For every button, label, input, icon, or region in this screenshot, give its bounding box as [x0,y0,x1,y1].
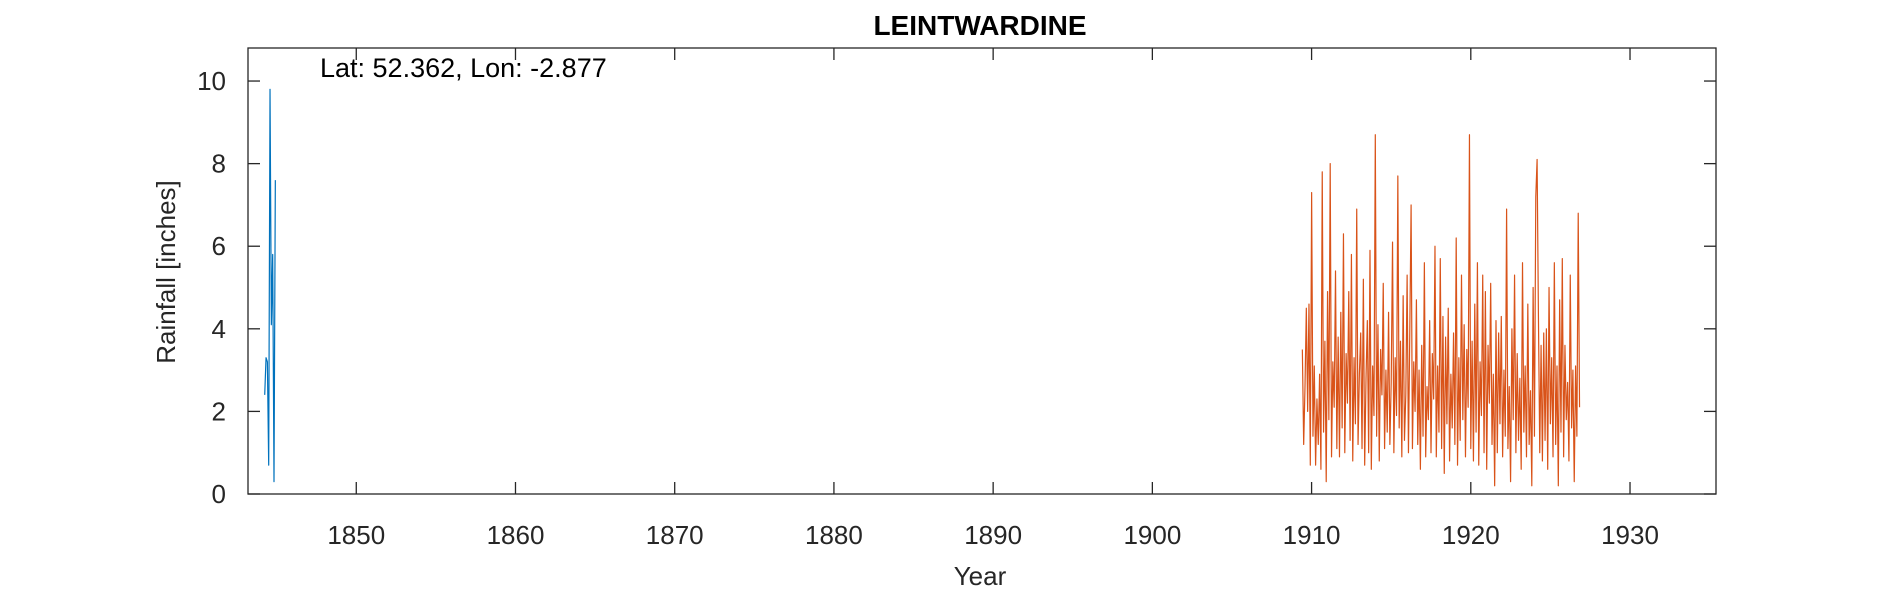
y-tick-label: 8 [212,149,226,179]
axis-ticks: 1850 1860 1870 1880 1890 1900 1910 1920 1930 0 2 4 6… [197,48,1716,550]
y-tick-label: 4 [212,314,226,344]
x-tick-label: 1910 [1283,520,1341,550]
series-line-1 [264,88,276,483]
y-tick-label: 2 [212,396,226,426]
x-tick-label: 1900 [1123,520,1181,550]
x-tick-label: 1920 [1442,520,1500,550]
y-tick-label: 0 [212,479,226,509]
plot-area [247,47,1717,495]
chart-title: LEINTWARDINE [873,10,1086,41]
x-tick-label: 1890 [964,520,1022,550]
x-tick-label: 1930 [1601,520,1659,550]
x-tick-label: 1860 [487,520,545,550]
x-tick-label: 1880 [805,520,863,550]
x-axis-label: Year [954,561,1007,591]
series-layer [264,88,1581,487]
series-line-2 [1301,134,1581,487]
axes-box [247,47,1717,495]
x-tick-label: 1870 [646,520,704,550]
x-tick-label: 1850 [327,520,385,550]
y-tick-label: 6 [212,231,226,261]
y-tick-label: 10 [197,66,226,96]
coordinates-annotation: Lat: 52.362, Lon: -2.877 [320,53,607,83]
y-axis-label: Rainfall [inches] [151,180,181,364]
